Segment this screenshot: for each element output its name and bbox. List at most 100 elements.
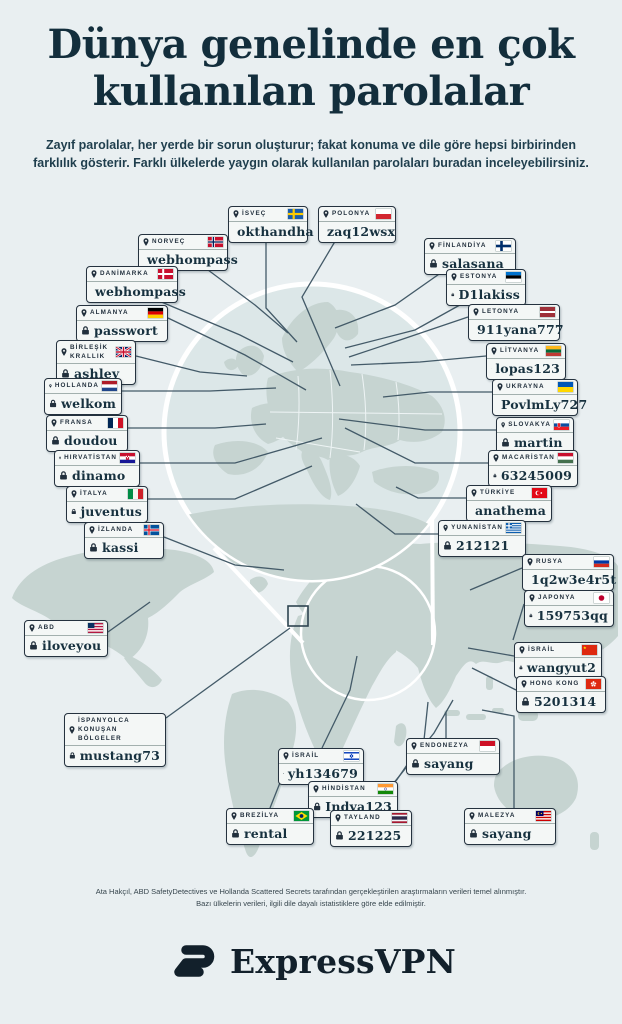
country-label: JAPONYA (538, 594, 576, 602)
callout-malaysia: MALEZYA sayang (464, 808, 556, 845)
password-row: 63245009 (489, 466, 577, 486)
country-label: HOLLANDA (54, 382, 99, 390)
map-pin-icon (313, 785, 319, 793)
lock-icon (430, 258, 437, 268)
country-label: ABD (38, 624, 55, 632)
callout-header: LETONYA (469, 305, 559, 320)
country-label: YUNANİSTAN (451, 524, 503, 532)
password-text: 911yana777 (477, 321, 564, 337)
lock-icon (502, 437, 509, 447)
callout-norway: NORVEÇ webhompass (138, 234, 238, 271)
country-label: BREZİLYA (240, 812, 280, 820)
password-text: 5201314 (534, 693, 597, 709)
password-row: 911yana777 (469, 320, 564, 340)
callout-netherlands: HOLLANDA welkom (44, 378, 122, 415)
password-row: doudou (47, 431, 127, 451)
map-pin-icon (283, 752, 289, 760)
callout-header: HONG KONG (517, 677, 605, 692)
password-text: sayang (482, 825, 532, 841)
lock-icon (529, 613, 533, 617)
lock-icon (283, 772, 284, 774)
password-row: dinamo (55, 466, 139, 486)
callout-spanish-speaking-regions: İSPANYOLCA KONUŞAN BÖLGELER mustang73 (64, 713, 166, 767)
map-pin-icon (473, 308, 479, 316)
map-pin-icon (91, 270, 97, 278)
password-row: salasana (425, 254, 515, 274)
connector-line-hong-kong (471, 667, 517, 691)
callout-header: İSRAİL (515, 643, 601, 658)
malaysia-flag-icon (536, 811, 551, 821)
callout-header: HIRVATİSTAN (55, 451, 139, 466)
connector-line-turkey (395, 486, 466, 499)
connector-line-greece (355, 503, 438, 535)
lock-icon (314, 802, 321, 810)
indonesia-flag-icon (480, 741, 495, 751)
hungary-flag-icon (558, 453, 573, 463)
country-label: FİNLANDİYA (438, 242, 487, 250)
lock-icon (232, 828, 239, 838)
country-label: TAYLAND (344, 814, 381, 822)
password-row: rental (227, 824, 313, 844)
map-pin-icon (491, 347, 497, 355)
connector-line-united-kingdom (135, 355, 248, 377)
map-pin-icon (29, 624, 35, 632)
password-text: Indya123 (325, 798, 392, 814)
india-flag-icon (378, 784, 393, 794)
slovakia-flag-icon (554, 420, 569, 430)
password-row: mustang73 (65, 746, 165, 766)
callout-croatia: HIRVATİSTAN dinamo (54, 450, 140, 487)
password-row: webhompass (87, 282, 186, 302)
callout-lithuania: LİTVANYA lopas123 (486, 343, 566, 380)
callout-header: BREZİLYA (227, 809, 313, 824)
map-pin-icon (233, 210, 239, 218)
password-row: 1q2w3e4r5t (523, 570, 616, 590)
brand-logo: ExpressVPN (0, 930, 622, 992)
map-pin-icon (51, 419, 57, 427)
password-row: 159753qq (525, 606, 613, 626)
callout-header: FRANSA (47, 416, 127, 431)
password-text: webhompass (95, 283, 187, 299)
callout-header: ENDONEZYA (407, 739, 499, 754)
connector-line-italy (148, 465, 313, 500)
lock-icon (30, 640, 37, 650)
source-note-line2: Bazı ülkelerin verileri, ilgili dile day… (196, 899, 426, 908)
callout-header: İZLANDA (85, 523, 163, 538)
russia-flag-icon (594, 557, 609, 567)
expressvpn-icon (174, 945, 215, 977)
map-pin-icon (471, 489, 477, 497)
password-text: okthandha (237, 223, 314, 239)
connector-line-spanish-speaking-regions (165, 627, 291, 719)
password-text: webhompass (147, 251, 239, 267)
connector-line-netherlands (122, 387, 277, 392)
connector-line-iceland (163, 536, 285, 571)
callout-header: İSRAİL (279, 749, 363, 764)
connector-line-malaysia (481, 709, 515, 808)
callout-header: MALEZYA (465, 809, 555, 824)
lock-icon (336, 830, 343, 840)
callout-finland: FİNLANDİYA salasana (424, 238, 516, 275)
callout-header: LİTVANYA (487, 344, 565, 359)
map-pin-icon (521, 680, 527, 688)
map-pin-icon (59, 456, 61, 460)
country-label: ALMANYA (90, 309, 129, 317)
country-label: DANİMARKA (100, 270, 149, 278)
country-label: İZLANDA (98, 526, 134, 534)
usa-flag-icon (88, 623, 103, 633)
map-pin-icon (323, 210, 329, 218)
callout-iceland: İZLANDA kassi (84, 522, 164, 559)
map-pin-icon (71, 490, 77, 498)
callout-header: TAYLAND (331, 811, 411, 826)
password-text: yh134679 (287, 765, 358, 781)
lock-icon (90, 542, 97, 552)
callout-latvia: LETONYA 911yana777 (468, 304, 564, 341)
connector-line-france (128, 423, 267, 429)
lock-icon (522, 696, 529, 706)
france-flag-icon (108, 418, 123, 428)
country-label: İSVEÇ (242, 210, 267, 218)
italy-flag-icon (128, 489, 143, 499)
connector-line-slovakia (338, 418, 496, 431)
password-text: juventus (80, 503, 142, 519)
password-text: 63245009 (500, 467, 572, 483)
callout-israel-china-flag: İSRAİL wangyut2 (514, 642, 602, 679)
